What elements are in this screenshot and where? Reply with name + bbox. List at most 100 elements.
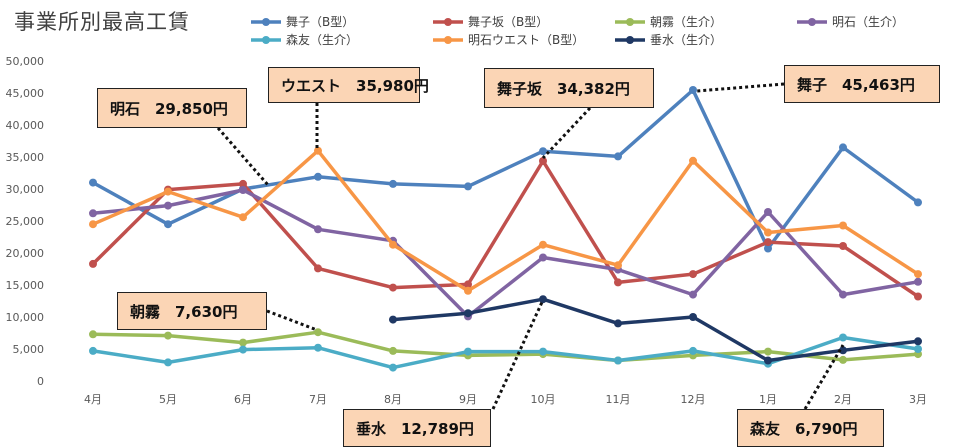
y-tick-label: 45,000 bbox=[6, 87, 45, 100]
data-point bbox=[464, 182, 472, 191]
legend-label: 明石（生介） bbox=[832, 15, 905, 29]
legend-swatch bbox=[250, 33, 282, 47]
legend-label: 朝霧（生介） bbox=[650, 15, 723, 29]
data-point bbox=[314, 328, 322, 337]
x-tick-label: 1月 bbox=[759, 393, 777, 406]
y-tick-label: 40,000 bbox=[6, 119, 45, 132]
legend-swatch bbox=[432, 15, 464, 29]
legend-label: 舞子坂（B型） bbox=[468, 15, 549, 29]
data-point bbox=[464, 280, 472, 289]
y-tick-label: 15,000 bbox=[6, 279, 45, 292]
data-point bbox=[539, 147, 547, 156]
data-point bbox=[164, 187, 172, 196]
data-point bbox=[314, 146, 322, 155]
callout-label: 明石 29,850円 bbox=[97, 88, 247, 128]
callout-label: ウエスト 35,980円 bbox=[268, 67, 429, 103]
callout-label: 森友 6,790円 bbox=[737, 409, 884, 447]
callout-leader bbox=[216, 127, 270, 186]
data-point bbox=[614, 152, 622, 161]
y-tick-label: 0 bbox=[37, 375, 44, 388]
callout-label: 舞子坂 34,382円 bbox=[484, 68, 654, 108]
series-line-2 bbox=[91, 330, 920, 363]
data-point bbox=[689, 313, 697, 321]
legend-swatch bbox=[614, 33, 646, 47]
callout-leader bbox=[803, 344, 845, 410]
data-point bbox=[839, 355, 847, 364]
data-point bbox=[89, 209, 97, 218]
data-point bbox=[689, 290, 697, 299]
data-point bbox=[239, 345, 247, 354]
x-tick-label: 6月 bbox=[234, 393, 252, 406]
data-point bbox=[89, 330, 97, 339]
data-point bbox=[689, 156, 697, 165]
callout-leader bbox=[266, 309, 318, 332]
x-tick-label: 11月 bbox=[606, 393, 631, 406]
x-tick-label: 10月 bbox=[531, 393, 556, 406]
series-line-4 bbox=[91, 335, 920, 370]
y-tick-label: 20,000 bbox=[6, 247, 45, 260]
y-tick-label: 30,000 bbox=[6, 183, 45, 196]
data-point bbox=[389, 315, 397, 324]
data-point bbox=[164, 331, 172, 340]
data-point bbox=[389, 240, 397, 249]
x-tick-label: 4月 bbox=[84, 393, 102, 406]
data-point bbox=[764, 208, 772, 216]
y-tick-label: 25,000 bbox=[6, 215, 45, 228]
data-point bbox=[764, 356, 772, 365]
data-point bbox=[539, 240, 547, 249]
data-point bbox=[689, 270, 697, 279]
legend-label: 垂水（生介） bbox=[650, 33, 723, 47]
data-point bbox=[914, 198, 922, 207]
callout-label: 舞子 45,463円 bbox=[784, 65, 940, 103]
legend-item: 明石ウエスト（B型） bbox=[432, 31, 584, 49]
data-point bbox=[914, 270, 922, 279]
data-point bbox=[539, 295, 547, 304]
x-tick-label: 12月 bbox=[681, 393, 706, 406]
legend-item: 朝霧（生介） bbox=[614, 13, 722, 31]
legend-swatch bbox=[796, 15, 828, 29]
legend-label: 明石ウエスト（B型） bbox=[468, 33, 585, 47]
legend-item: 舞子（B型） bbox=[250, 13, 354, 31]
legend-label: 森友（生介） bbox=[286, 33, 359, 47]
data-point bbox=[464, 286, 472, 295]
data-point bbox=[464, 309, 472, 318]
data-point bbox=[839, 221, 847, 230]
y-tick-label: 50,000 bbox=[6, 55, 45, 68]
legend-item: 垂水（生介） bbox=[614, 31, 722, 49]
data-point bbox=[839, 346, 847, 355]
y-tick-label: 35,000 bbox=[6, 151, 45, 164]
x-tick-label: 2月 bbox=[834, 393, 852, 406]
data-point bbox=[314, 225, 322, 234]
data-point bbox=[89, 220, 97, 229]
data-point bbox=[239, 186, 247, 194]
x-tick-label: 8月 bbox=[384, 393, 402, 406]
data-point bbox=[539, 253, 547, 262]
data-point bbox=[614, 319, 622, 328]
data-point bbox=[764, 228, 772, 237]
data-point bbox=[314, 343, 322, 352]
data-point bbox=[89, 178, 97, 187]
data-point bbox=[89, 259, 97, 268]
callout-leader bbox=[491, 299, 545, 410]
legend-item: 舞子坂（B型） bbox=[432, 13, 548, 31]
callout-leader bbox=[696, 82, 785, 93]
y-tick-label: 10,000 bbox=[6, 311, 45, 324]
data-point bbox=[839, 290, 847, 299]
x-tick-label: 5月 bbox=[159, 393, 177, 406]
data-point bbox=[839, 143, 847, 152]
data-point bbox=[614, 356, 622, 365]
chart-title: 事業所別最高工賃 bbox=[14, 10, 190, 34]
legend-swatch bbox=[432, 33, 464, 47]
data-point bbox=[689, 346, 697, 355]
data-point bbox=[914, 292, 922, 301]
data-point bbox=[239, 179, 247, 188]
data-point bbox=[464, 347, 472, 356]
data-point bbox=[389, 283, 397, 292]
data-point bbox=[764, 347, 772, 356]
data-point bbox=[239, 338, 247, 347]
series-line-6 bbox=[391, 297, 920, 363]
series-line-3 bbox=[91, 188, 920, 319]
data-point bbox=[89, 346, 97, 355]
